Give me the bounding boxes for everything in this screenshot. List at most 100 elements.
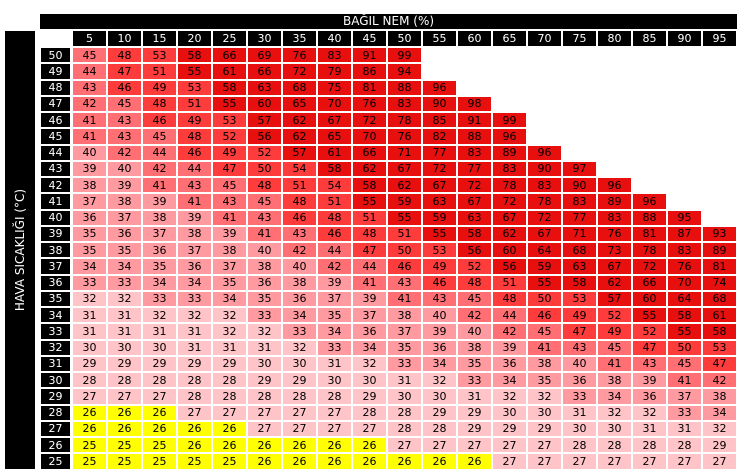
cell: 31 <box>72 323 107 340</box>
cell: 25 <box>107 437 142 454</box>
cell: 48 <box>107 47 142 64</box>
cell: 43 <box>422 290 457 307</box>
cell: 54 <box>282 160 317 177</box>
cell: 60 <box>632 290 667 307</box>
cell: 29 <box>282 372 317 389</box>
cell: 25 <box>177 453 212 470</box>
cell: 48 <box>457 274 492 291</box>
cell: 26 <box>107 420 142 437</box>
cell: 43 <box>562 339 597 356</box>
cell: 99 <box>492 112 527 129</box>
cell: 96 <box>422 79 457 96</box>
cell: 50 <box>667 339 702 356</box>
cell: 62 <box>352 160 387 177</box>
cell: 28 <box>72 372 107 389</box>
cell: 51 <box>492 274 527 291</box>
cell: 32 <box>247 323 282 340</box>
cell: 88 <box>387 79 422 96</box>
cell: 37 <box>387 323 422 340</box>
cell: 37 <box>667 388 702 405</box>
cell: 27 <box>527 453 562 470</box>
cell: 43 <box>212 193 247 210</box>
cell: 46 <box>282 209 317 226</box>
cell: 40 <box>247 242 282 259</box>
row-header: 38 <box>40 242 71 259</box>
cell: 32 <box>527 388 562 405</box>
row-header: 44 <box>40 144 71 161</box>
table-title: BAĞIL NEM (%) <box>40 14 737 29</box>
cell: 37 <box>212 258 247 275</box>
cell: 67 <box>492 209 527 226</box>
cell: 49 <box>422 258 457 275</box>
column-header: 40 <box>317 30 352 47</box>
cell: 26 <box>317 437 352 454</box>
cell: 55 <box>667 323 702 340</box>
cell: 32 <box>177 307 212 324</box>
cell: 31 <box>667 420 702 437</box>
cell: 40 <box>282 258 317 275</box>
cell: 76 <box>387 128 422 145</box>
cell: 31 <box>107 323 142 340</box>
cell: 38 <box>387 307 422 324</box>
cell: 34 <box>177 274 212 291</box>
row-header: 27 <box>40 420 71 437</box>
cell: 63 <box>247 79 282 96</box>
cell: 46 <box>317 225 352 242</box>
cell: 26 <box>352 437 387 454</box>
cell: 25 <box>72 437 107 454</box>
cell: 27 <box>352 420 387 437</box>
cell: 29 <box>177 355 212 372</box>
cell: 42 <box>317 258 352 275</box>
cell: 45 <box>667 355 702 372</box>
cell: 55 <box>177 63 212 80</box>
row-header: 42 <box>40 177 71 194</box>
cell: 48 <box>247 177 282 194</box>
cell: 39 <box>142 193 177 210</box>
cell: 63 <box>457 209 492 226</box>
row-header: 48 <box>40 79 71 96</box>
cell: 27 <box>282 404 317 421</box>
cell: 35 <box>457 355 492 372</box>
cell: 48 <box>282 193 317 210</box>
cell: 34 <box>282 307 317 324</box>
cell: 39 <box>492 339 527 356</box>
cell: 30 <box>247 355 282 372</box>
cell: 52 <box>457 258 492 275</box>
cell: 27 <box>212 404 247 421</box>
cell: 65 <box>317 128 352 145</box>
cell: 32 <box>282 339 317 356</box>
cell: 57 <box>282 144 317 161</box>
cell: 38 <box>177 225 212 242</box>
cell: 55 <box>212 95 247 112</box>
cell: 56 <box>247 128 282 145</box>
cell: 34 <box>352 339 387 356</box>
cell: 88 <box>632 209 667 226</box>
row-header: 39 <box>40 225 71 242</box>
cell: 43 <box>282 225 317 242</box>
cell: 72 <box>282 63 317 80</box>
column-header: 55 <box>422 30 457 47</box>
cell: 48 <box>317 209 352 226</box>
cell: 27 <box>142 388 177 405</box>
cell: 28 <box>632 437 667 454</box>
cell: 47 <box>352 242 387 259</box>
cell: 37 <box>72 193 107 210</box>
column-header: 95 <box>702 30 737 47</box>
row-header: 46 <box>40 112 71 129</box>
cell: 61 <box>317 144 352 161</box>
cell: 32 <box>142 307 177 324</box>
cell: 78 <box>387 112 422 129</box>
cell: 35 <box>527 372 562 389</box>
cell: 77 <box>457 160 492 177</box>
cell: 36 <box>352 323 387 340</box>
cell: 95 <box>667 209 702 226</box>
cell: 78 <box>527 193 562 210</box>
cell: 27 <box>667 453 702 470</box>
cell: 34 <box>142 274 177 291</box>
cell: 75 <box>317 79 352 96</box>
cell: 41 <box>667 372 702 389</box>
column-header: 10 <box>107 30 142 47</box>
cell: 56 <box>492 258 527 275</box>
cell: 76 <box>282 47 317 64</box>
cell: 28 <box>387 420 422 437</box>
